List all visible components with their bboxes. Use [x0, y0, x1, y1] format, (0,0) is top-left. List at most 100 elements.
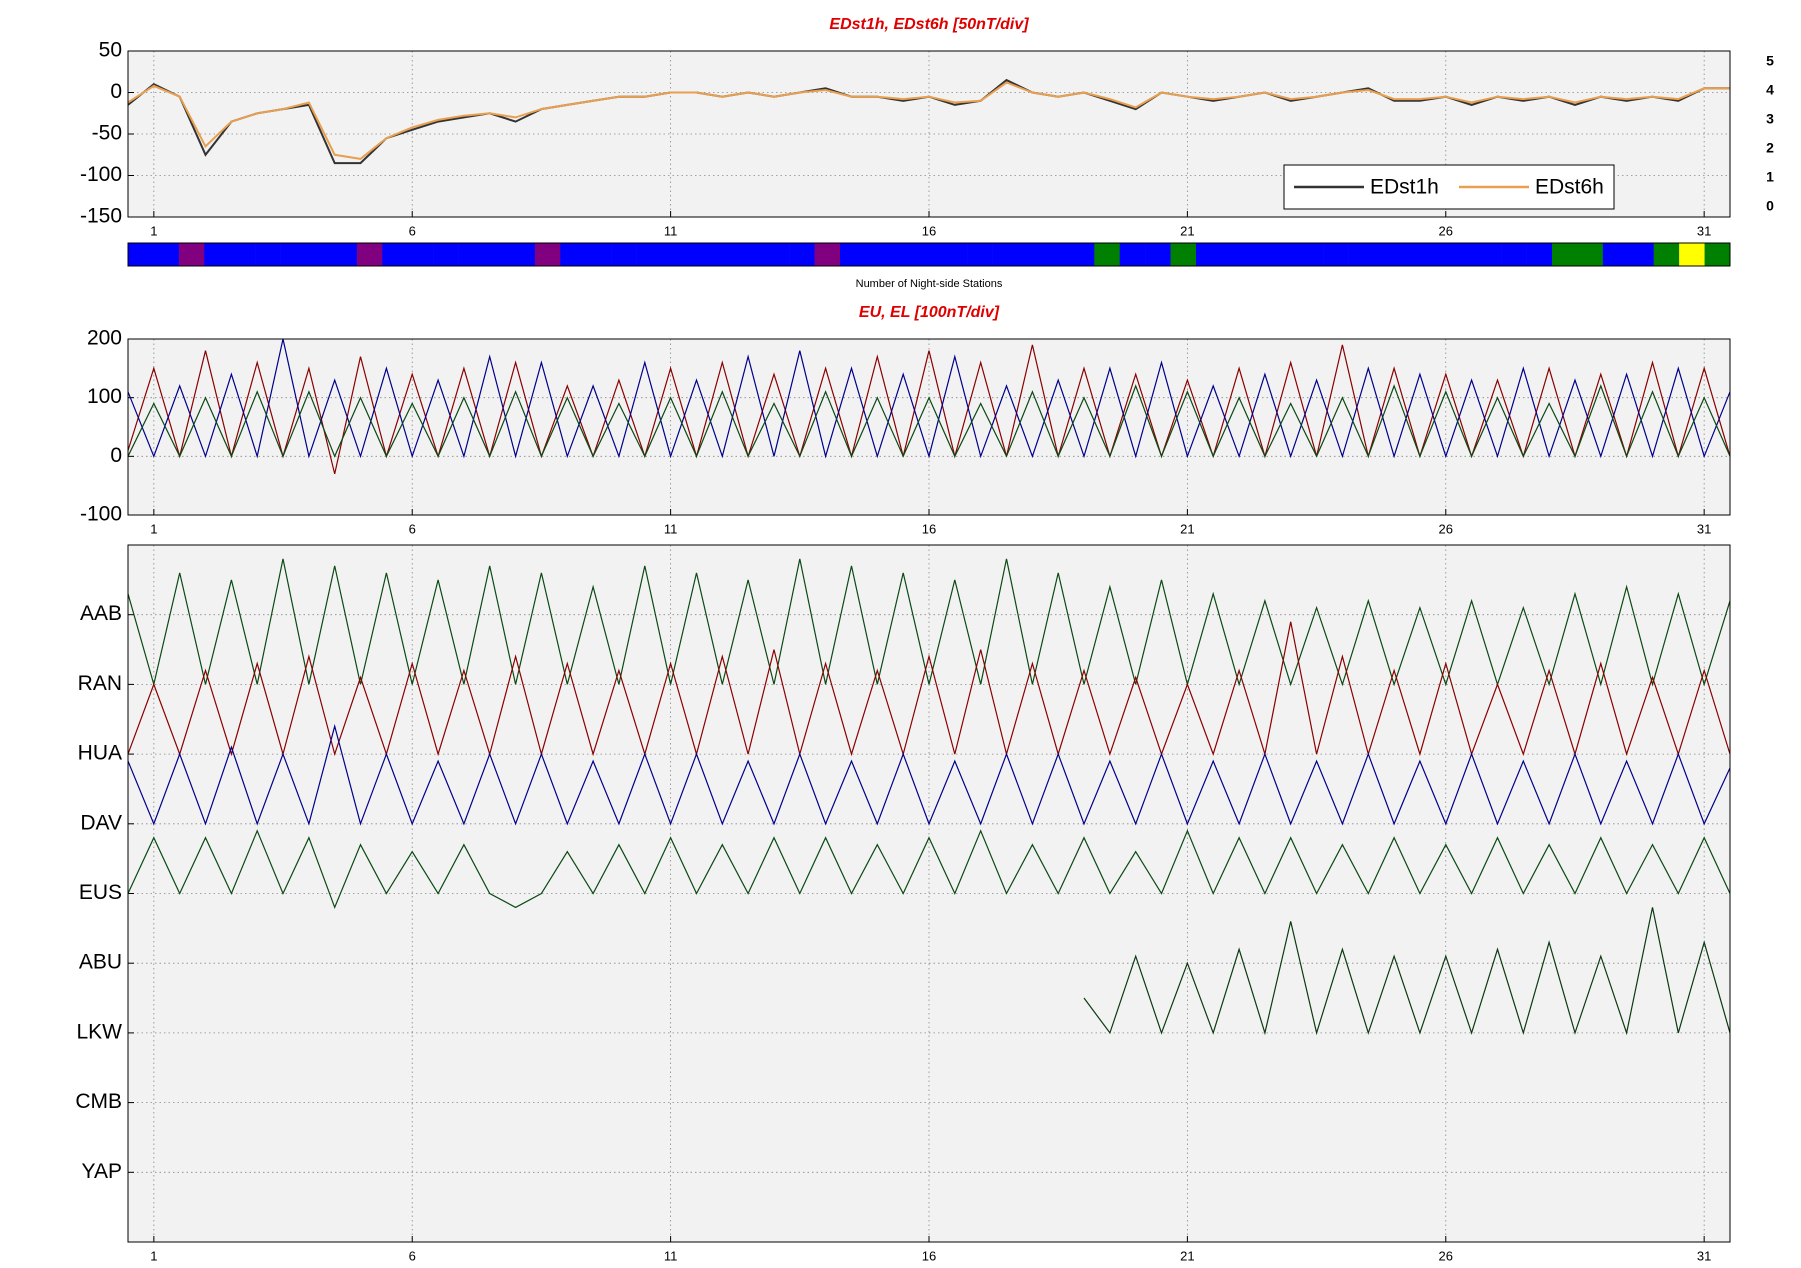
station-cell	[560, 243, 587, 266]
y-tick-label: RAN	[78, 672, 122, 695]
station-cell	[534, 243, 561, 266]
station-cell	[280, 243, 307, 266]
station-cell	[738, 243, 765, 266]
station-cell	[509, 243, 536, 266]
station-cell	[306, 243, 332, 266]
legend-label: EDst1h	[1370, 176, 1439, 199]
y-tick-label: EUS	[79, 881, 122, 904]
station-cell	[407, 243, 434, 266]
y-tick-label: HUA	[78, 742, 122, 765]
station-cell	[1196, 243, 1222, 266]
level-label: 5	[1766, 53, 1774, 69]
x-tick-label: 1	[150, 1248, 157, 1263]
plot-frame	[127, 338, 1731, 516]
x-tick-label: 31	[1697, 223, 1711, 238]
y-tick-label: YAP	[82, 1160, 122, 1183]
station-cell	[840, 243, 866, 266]
station-cell	[255, 243, 281, 266]
station-cell	[662, 243, 688, 266]
series-line	[128, 81, 1730, 160]
series-line	[128, 723, 1730, 826]
station-cell	[1526, 243, 1553, 266]
chart-title: EDst1h, EDst6h [50nT/div]	[829, 16, 1029, 33]
station-cell	[1501, 243, 1527, 266]
bar-frame	[127, 242, 1731, 267]
station-cell	[128, 243, 154, 266]
x-tick-label: 31	[1697, 1248, 1711, 1263]
x-tick-label: 6	[409, 223, 416, 238]
series-line	[128, 344, 1730, 475]
x-tick-label: 1	[150, 223, 157, 238]
series-line	[1083, 907, 1730, 1036]
x-tick-label: 26	[1439, 1248, 1453, 1263]
y-tick-label: -150	[80, 205, 122, 228]
station-cell	[1450, 243, 1477, 266]
station-cell	[1221, 243, 1248, 266]
series-line	[128, 558, 1730, 687]
station-cell	[941, 243, 968, 266]
station-cell	[178, 243, 205, 266]
station-cell	[1628, 243, 1655, 266]
series-line	[128, 829, 1730, 910]
station-cell	[1374, 243, 1400, 266]
x-tick-label: 21	[1180, 521, 1194, 536]
y-tick-label: CMB	[75, 1090, 122, 1113]
level-label: 4	[1766, 82, 1774, 98]
station-cell	[382, 243, 409, 266]
x-tick-label: 16	[922, 1248, 936, 1263]
station-cell	[585, 243, 612, 266]
x-tick-label: 6	[409, 1248, 416, 1263]
x-axis-label: Number of Night-side Stations	[856, 278, 1003, 290]
station-cell	[1348, 243, 1375, 266]
x-tick-label: 26	[1439, 521, 1453, 536]
station-cell	[636, 243, 663, 266]
series-line	[128, 621, 1730, 757]
station-cell	[1475, 243, 1502, 266]
station-cell	[916, 243, 943, 266]
station-cell	[1704, 243, 1731, 266]
station-cell	[992, 243, 1019, 266]
y-tick-label: DAV	[80, 811, 122, 834]
station-cell	[865, 243, 892, 266]
station-cell	[229, 243, 256, 266]
x-tick-label: 21	[1180, 1248, 1194, 1263]
station-cell	[890, 243, 917, 266]
y-tick-label: -50	[92, 122, 122, 145]
chart-title: EU, EL [100nT/div]	[859, 304, 1000, 321]
level-label: 2	[1766, 140, 1774, 156]
station-cell	[1653, 243, 1680, 266]
station-cell	[1145, 243, 1171, 266]
x-tick-label: 16	[922, 521, 936, 536]
x-tick-label: 11	[664, 1248, 678, 1263]
plot-frame	[127, 544, 1731, 1243]
y-tick-label: 0	[110, 80, 122, 103]
station-cell	[814, 243, 841, 266]
series-line	[128, 384, 1730, 458]
level-label: 1	[1766, 169, 1774, 185]
station-cell	[1170, 243, 1197, 266]
station-cell	[1018, 243, 1044, 266]
x-tick-label: 16	[922, 223, 936, 238]
station-cell	[967, 243, 993, 266]
station-cell	[484, 243, 510, 266]
x-tick-label: 1	[150, 521, 157, 536]
station-cell	[458, 243, 485, 266]
station-cell	[1068, 243, 1095, 266]
y-tick-label: 50	[99, 39, 122, 62]
station-cell	[331, 243, 358, 266]
station-cell	[153, 243, 180, 266]
station-cell	[1272, 243, 1299, 266]
x-tick-label: 6	[409, 521, 416, 536]
x-tick-label: 11	[664, 521, 678, 536]
station-cell	[1399, 243, 1426, 266]
station-cell	[1424, 243, 1451, 266]
level-label: 0	[1766, 198, 1774, 214]
x-tick-label: 21	[1180, 223, 1194, 238]
legend-label: EDst6h	[1535, 176, 1604, 199]
station-cell	[763, 243, 790, 266]
x-tick-label: 31	[1697, 521, 1711, 536]
station-cell	[204, 243, 231, 266]
station-cell	[1323, 243, 1349, 266]
plot-frame	[127, 50, 1731, 218]
